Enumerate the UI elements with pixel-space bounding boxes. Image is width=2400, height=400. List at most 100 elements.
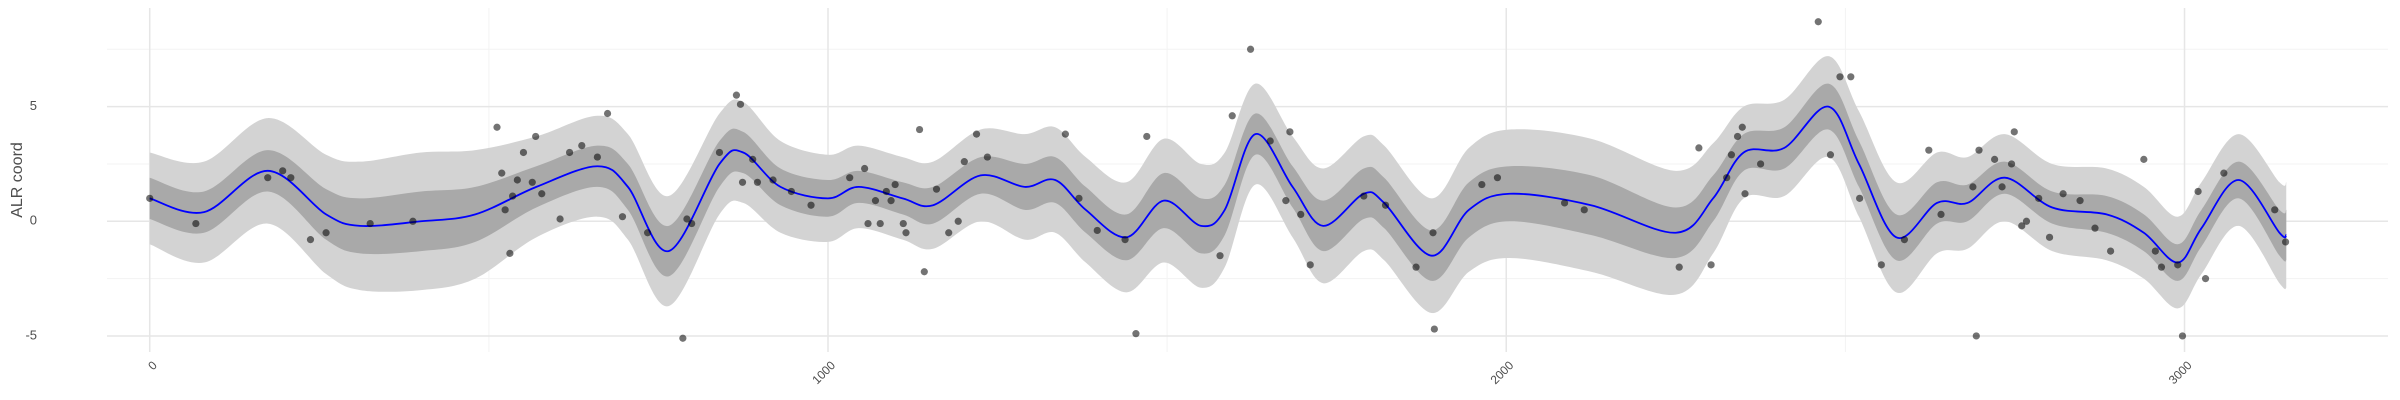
data-point xyxy=(1733,132,1742,141)
data-point xyxy=(2220,169,2228,177)
data-point xyxy=(887,197,895,205)
data-point xyxy=(593,153,601,161)
data-point xyxy=(1695,144,1703,152)
data-point xyxy=(807,201,815,209)
data-point xyxy=(1975,146,1983,154)
data-point xyxy=(501,206,509,214)
data-point xyxy=(787,187,795,196)
data-point xyxy=(861,164,869,173)
data-point xyxy=(2045,233,2054,241)
data-point xyxy=(732,91,741,99)
data-point xyxy=(2157,263,2166,271)
data-point xyxy=(532,132,540,141)
data-point xyxy=(1429,229,1437,237)
ribbon xyxy=(149,56,2287,314)
data-point xyxy=(1969,183,1977,191)
data-point xyxy=(954,217,962,225)
data-point xyxy=(1075,194,1083,202)
data-point xyxy=(1925,146,1933,154)
data-point xyxy=(899,219,907,228)
data-point xyxy=(1412,263,1420,271)
x-tick-label: 1000 xyxy=(809,358,838,387)
data-point xyxy=(876,219,884,228)
data-point xyxy=(983,153,991,161)
data-point xyxy=(1121,236,1129,244)
data-point xyxy=(902,229,910,237)
data-point xyxy=(1560,199,1569,207)
data-point xyxy=(846,174,854,182)
data-point xyxy=(715,148,724,157)
data-point xyxy=(565,148,574,157)
data-point xyxy=(1723,174,1731,182)
data-point xyxy=(2140,155,2148,163)
data-point xyxy=(1580,206,1588,214)
data-point xyxy=(960,158,968,166)
data-point xyxy=(519,148,528,157)
x-tick-label: 2000 xyxy=(1488,358,1517,387)
data-point xyxy=(2059,190,2067,198)
data-point xyxy=(1143,132,1151,141)
data-point xyxy=(528,178,536,186)
data-point xyxy=(1998,183,2006,191)
data-point xyxy=(279,167,287,175)
data-point xyxy=(1282,197,1290,205)
data-point xyxy=(1306,261,1314,269)
data-point xyxy=(2174,261,2182,269)
data-point xyxy=(1286,128,1294,136)
data-point xyxy=(679,334,687,342)
data-point xyxy=(366,219,374,228)
data-point xyxy=(1132,330,1140,338)
data-point xyxy=(2281,238,2290,246)
data-point xyxy=(688,219,696,228)
data-point xyxy=(2178,332,2187,340)
data-point xyxy=(506,249,514,257)
data-point xyxy=(1493,174,1502,182)
data-point xyxy=(578,142,586,150)
data-point xyxy=(2201,275,2210,283)
data-point xyxy=(2007,160,2016,168)
data-point xyxy=(618,213,627,221)
data-point xyxy=(683,215,691,223)
data-point xyxy=(1900,236,1908,244)
data-point xyxy=(2010,128,2018,136)
data-point xyxy=(498,169,506,177)
data-point xyxy=(864,219,872,228)
data-point xyxy=(146,194,154,202)
data-point xyxy=(1738,123,1746,131)
data-point xyxy=(643,229,652,237)
data-point xyxy=(1478,180,1486,189)
data-point xyxy=(2091,224,2099,232)
data-point xyxy=(1991,155,1999,163)
data-point xyxy=(753,178,762,186)
data-point xyxy=(1246,45,1255,53)
y-tick-label: -5 xyxy=(25,327,37,342)
data-point xyxy=(1972,332,1980,340)
data-point xyxy=(871,197,880,205)
data-point xyxy=(769,176,777,184)
data-point xyxy=(915,125,924,134)
data-point xyxy=(1757,160,1765,168)
data-point xyxy=(409,217,417,225)
data-point xyxy=(972,130,981,138)
data-point xyxy=(1707,261,1715,269)
y-tick-label: 0 xyxy=(30,213,37,228)
data-point xyxy=(1727,151,1736,159)
data-point xyxy=(1228,112,1236,120)
data-point xyxy=(1216,252,1224,260)
data-point xyxy=(738,178,747,186)
data-point xyxy=(1814,18,1822,26)
data-point xyxy=(1856,194,1864,202)
data-point xyxy=(306,236,315,244)
data-point xyxy=(1266,137,1274,145)
data-point xyxy=(1877,261,1885,269)
data-point xyxy=(1430,325,1438,333)
data-point xyxy=(2022,217,2031,225)
data-point xyxy=(920,268,928,276)
data-point xyxy=(1297,210,1305,218)
data-point xyxy=(1675,263,1683,271)
data-point xyxy=(1937,210,1945,218)
y-tick-label: 5 xyxy=(30,98,37,113)
ribbon xyxy=(149,83,2287,281)
data-point xyxy=(538,190,546,198)
